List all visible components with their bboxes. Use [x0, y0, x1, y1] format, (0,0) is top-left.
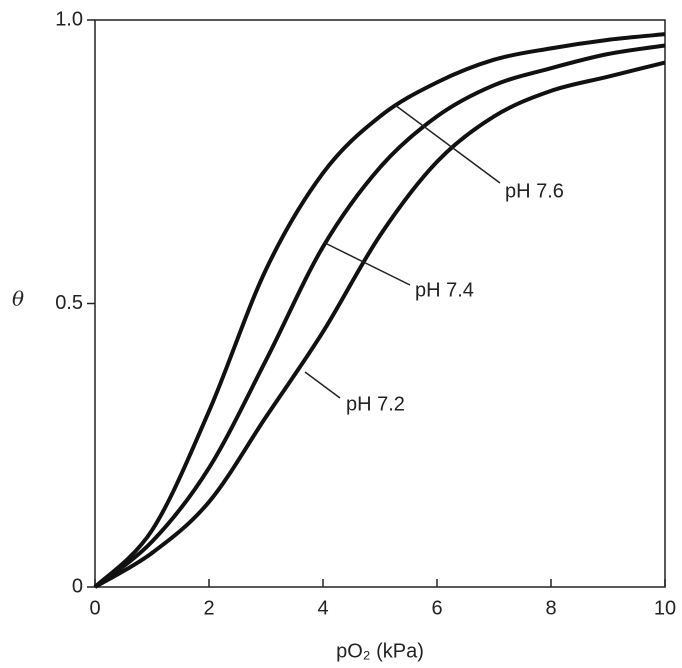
curve-label: pH 7.4 — [415, 279, 474, 301]
leader-line — [324, 242, 411, 286]
curve-label: pH 7.2 — [346, 393, 405, 415]
x-tick-label: 0 — [89, 597, 100, 619]
curve — [93, 32, 666, 589]
leader-line — [304, 371, 341, 399]
x-tick-label: 2 — [203, 597, 214, 619]
plot-frame — [94, 19, 666, 588]
x-axis-label: pO₂ (kPa) — [336, 640, 424, 662]
curve — [93, 60, 666, 589]
leader-line — [394, 104, 501, 184]
x-tick-label: 10 — [654, 597, 676, 619]
curve-label: pH 7.6 — [505, 180, 564, 202]
x-tick-label: 6 — [431, 597, 442, 619]
y-tick-label: 0.5 — [55, 292, 83, 314]
y-axis-label: θ — [12, 287, 24, 311]
y-tick-label: 1.0 — [55, 8, 83, 30]
y-tick-label: 0 — [72, 575, 83, 597]
x-tick-label: 4 — [317, 597, 328, 619]
curve — [93, 43, 666, 589]
x-tick-label: 8 — [545, 597, 556, 619]
